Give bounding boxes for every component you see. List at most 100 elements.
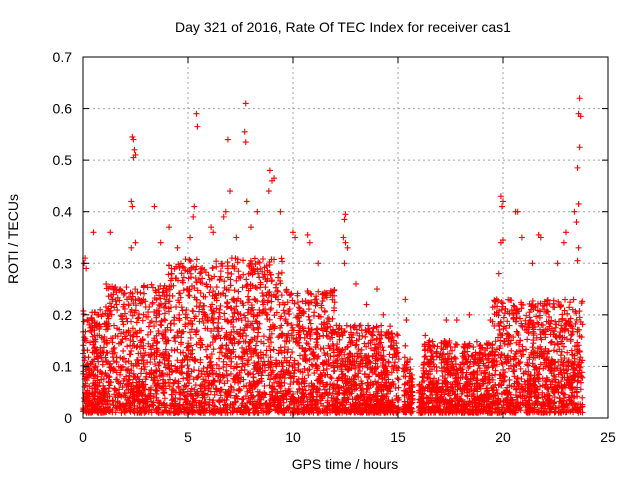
data-point [99, 361, 106, 368]
data-point [459, 350, 466, 357]
data-point [116, 386, 123, 393]
data-point [507, 356, 514, 363]
data-point [370, 392, 377, 399]
data-point [215, 398, 222, 405]
data-point [153, 353, 160, 360]
data-point [505, 337, 512, 344]
data-point [189, 321, 196, 328]
data-point [192, 397, 199, 404]
data-point [522, 317, 529, 324]
data-point [561, 369, 568, 376]
data-point [511, 409, 518, 416]
data-point [178, 408, 185, 415]
data-point [395, 396, 402, 403]
data-point [304, 331, 311, 338]
data-point [283, 287, 290, 294]
data-point [157, 351, 164, 358]
data-point [442, 387, 449, 394]
data-point [540, 409, 547, 416]
data-point [494, 334, 501, 341]
data-point [257, 405, 264, 412]
data-point [221, 401, 228, 408]
data-point [89, 333, 96, 340]
data-point [368, 330, 375, 337]
data-point [167, 320, 174, 327]
data-point [266, 288, 273, 295]
data-point [315, 376, 322, 383]
data-point [481, 392, 488, 399]
data-point [202, 398, 209, 405]
data-point [521, 327, 528, 333]
data-point [266, 326, 273, 333]
data-point [182, 352, 189, 359]
data-point [245, 357, 252, 364]
data-point [517, 407, 524, 414]
data-point [536, 375, 543, 382]
data-point [153, 387, 160, 394]
data-point [510, 383, 517, 390]
data-point [239, 344, 246, 351]
data-point [207, 284, 214, 291]
data-point [237, 378, 244, 385]
data-point [271, 323, 278, 330]
data-point [359, 332, 366, 339]
data-point [262, 284, 269, 291]
data-point [530, 340, 537, 347]
data-point [139, 317, 146, 324]
data-point [402, 401, 409, 408]
data-point [105, 379, 112, 386]
data-point [227, 319, 234, 326]
data-point [318, 325, 325, 332]
data-point [526, 375, 533, 382]
data-point [259, 268, 266, 275]
data-point [113, 358, 120, 365]
data-point [387, 323, 394, 330]
data-point [514, 394, 521, 401]
data-point [259, 290, 266, 297]
data-point [227, 401, 234, 408]
data-point [217, 387, 224, 394]
data-point [299, 344, 306, 351]
data-point [391, 403, 398, 410]
data-point [153, 318, 160, 325]
data-point [295, 304, 302, 311]
data-point [515, 308, 522, 315]
data-point [499, 373, 506, 380]
data-point [454, 341, 461, 348]
data-point [551, 388, 558, 395]
data-point [109, 296, 116, 303]
data-point [231, 287, 238, 294]
data-point [227, 370, 234, 377]
data-point [360, 407, 367, 414]
data-point [313, 362, 320, 369]
data-point [300, 391, 307, 398]
data-point [153, 307, 160, 314]
data-point [216, 355, 223, 362]
data-point [234, 256, 241, 263]
data-point [320, 367, 327, 374]
data-point [547, 381, 554, 388]
data-point [182, 393, 189, 400]
data-point [255, 360, 262, 367]
data-point [408, 400, 415, 407]
data-point [247, 260, 254, 267]
data-point [228, 355, 235, 362]
data-point [366, 408, 373, 415]
data-point [393, 351, 400, 358]
data-point [443, 400, 450, 407]
data-point [236, 369, 243, 376]
data-point [106, 374, 113, 381]
data-point [544, 296, 551, 303]
data-point [246, 398, 253, 405]
data-point [330, 384, 337, 391]
data-point [329, 296, 336, 303]
data-point [531, 402, 538, 409]
data-point [225, 388, 232, 395]
data-point [565, 381, 572, 388]
data-point [357, 322, 364, 329]
data-point [208, 328, 215, 335]
data-point [532, 389, 539, 396]
data-point [465, 378, 472, 385]
data-point [324, 333, 331, 340]
data-point [231, 310, 238, 317]
